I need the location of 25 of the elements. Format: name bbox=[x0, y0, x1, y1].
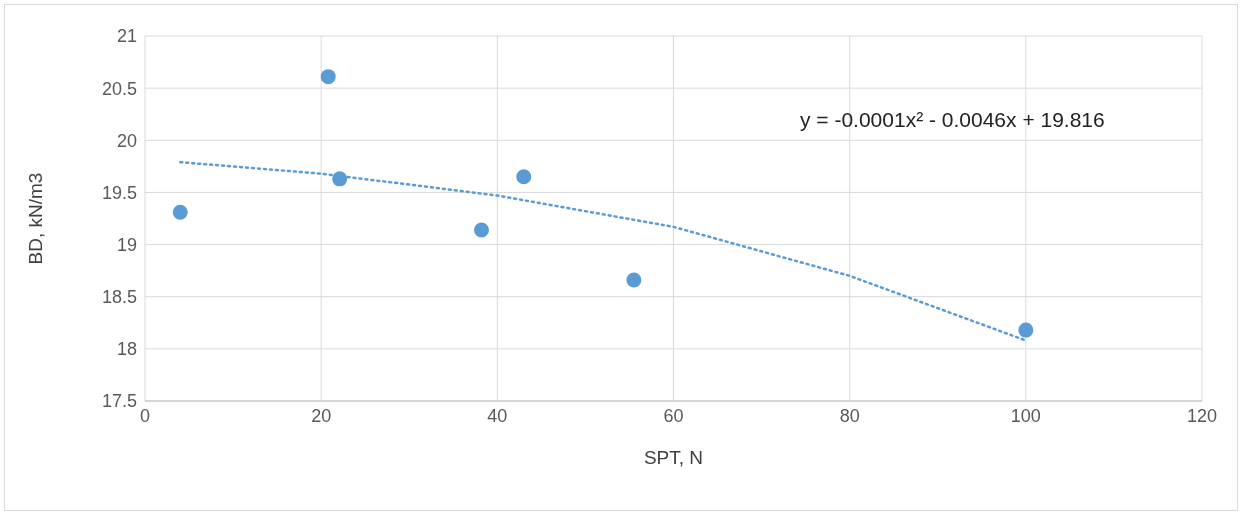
y-tick-label: 17.5 bbox=[101, 391, 137, 412]
x-tick-label: 40 bbox=[487, 405, 508, 426]
point bbox=[1018, 322, 1034, 338]
y-tick-label: 19.5 bbox=[101, 182, 137, 203]
x-tick-label: 120 bbox=[1186, 405, 1218, 426]
point bbox=[516, 169, 532, 185]
x-tick-label: 60 bbox=[663, 405, 684, 426]
point bbox=[626, 272, 642, 288]
y-tick-label: 19 bbox=[116, 234, 137, 255]
x-tick-label: 20 bbox=[311, 405, 332, 426]
y-tick-label: 18.5 bbox=[101, 287, 137, 308]
x-axis-title: SPT, N bbox=[643, 447, 704, 469]
point bbox=[473, 222, 489, 238]
y-axis-title: BD, kN/m3 bbox=[24, 172, 46, 265]
y-tick-label: 18 bbox=[116, 339, 137, 360]
x-tick-label: 100 bbox=[1010, 405, 1041, 426]
point bbox=[172, 204, 188, 220]
y-tick-label: 20.5 bbox=[101, 78, 137, 99]
point bbox=[332, 171, 348, 187]
y-tick-label: 20 bbox=[116, 130, 137, 151]
x-tick-label: 80 bbox=[839, 405, 860, 426]
x-tick-label: 0 bbox=[139, 405, 151, 426]
annotation: y = -0.0001x² - 0.0046x + 19.816 bbox=[800, 108, 1105, 132]
point bbox=[320, 69, 336, 85]
y-tick-label: 21 bbox=[116, 26, 137, 47]
